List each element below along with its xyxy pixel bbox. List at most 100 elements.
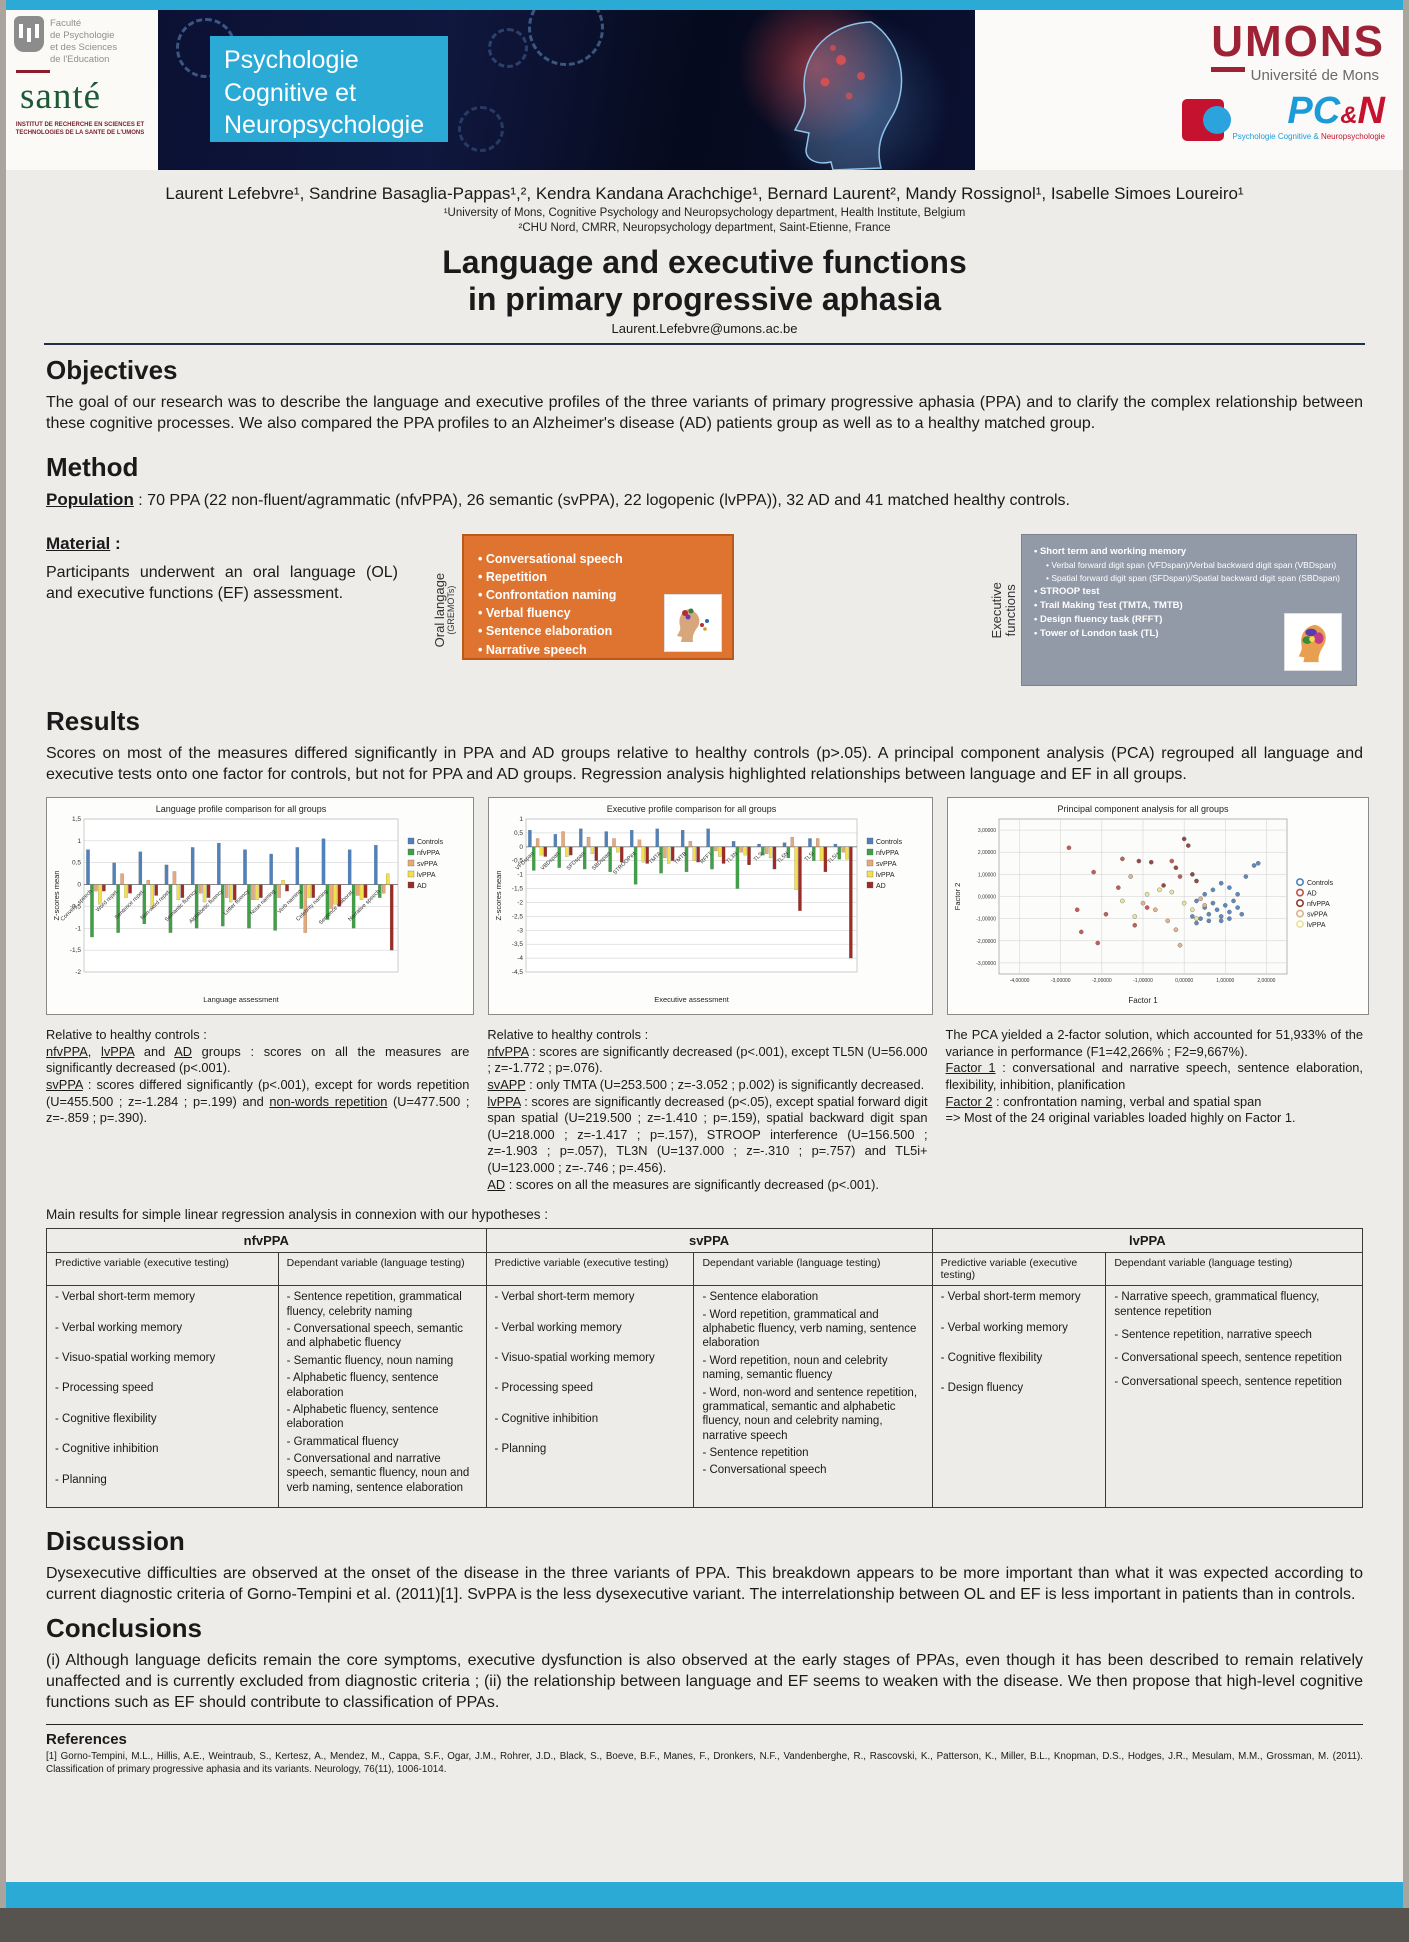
executive-item: STROOP test <box>1034 585 1346 599</box>
dependant-item: - Alphabetic fluency, sentence elaborati… <box>286 1403 439 1431</box>
table-subheader: Dependant variable (language testing) <box>1105 1252 1363 1287</box>
brain-image <box>721 10 971 170</box>
gear-icon <box>458 106 504 152</box>
svg-text:0: 0 <box>519 844 523 851</box>
executive-item: Spatial forward digit span (SFDspan)/Spa… <box>1034 572 1346 585</box>
predictive-item: - Visuo-spatial working memory <box>55 1352 216 1365</box>
svg-text:2,00000: 2,00000 <box>978 850 996 856</box>
svg-text:1: 1 <box>77 838 81 845</box>
header-banner-image: Psychologie Cognitive et Neuropsychologi… <box>158 10 975 170</box>
predictive-item: - Design fluency <box>940 1382 1024 1395</box>
dependant-item: - Semantic fluency, noun naming <box>286 1354 454 1367</box>
svg-text:nfvPPA: nfvPPA <box>876 850 899 857</box>
svg-text:0: 0 <box>77 882 81 889</box>
material-text: Participants underwent an oral language … <box>46 563 398 602</box>
predictive-item: - Planning <box>55 1473 107 1486</box>
wall-shadow <box>0 1908 1409 1942</box>
predictive-item: - Cognitive inhibition <box>55 1443 159 1456</box>
dependant-item: - Word, non-word and sentence repetition… <box>702 1386 918 1442</box>
objectives-text: The goal of our research was to describe… <box>46 394 1363 433</box>
dependant-item: - Conversational speech, sentence repeti… <box>1114 1352 1342 1365</box>
svg-text:-2,00000: -2,00000 <box>1092 978 1112 984</box>
affiliation-2: ²CHU Nord, CMRR, Neuropsychology departm… <box>518 222 891 234</box>
svg-text:svPPA: svPPA <box>876 861 897 868</box>
faculty-line: de Psychologie <box>50 29 115 41</box>
lvppa-predictive-cell: - Verbal short-term memory - Verbal worki… <box>931 1285 1107 1508</box>
umons-rest: MONS <box>1245 17 1385 66</box>
population-label: Population <box>46 490 134 510</box>
umons-u: U <box>1211 17 1245 72</box>
umons-pcn-logo-block: UMONS Université de Mons PC&N Psychologi… <box>975 10 1403 170</box>
svg-text:lvPPA: lvPPA <box>417 872 436 879</box>
executive-item: Verbal forward digit span (VFDspan)/Verb… <box>1034 559 1346 572</box>
predictive-item: - Cognitive inhibition <box>494 1412 599 1425</box>
faculty-line: Faculté <box>50 18 82 29</box>
svg-text:svPPA: svPPA <box>417 861 438 868</box>
section-divider <box>44 343 1365 346</box>
svg-text:Language assessment: Language assessment <box>203 995 279 1004</box>
regression-table: nfvPPA svPPA lvPPA Predictive variable (… <box>46 1228 1364 1508</box>
executive-profile-chart-panel: -4,5 -4 -3,5 -3 -2,5 -2 -1,5 -1 -0,5 0 0,5 1 VFDspan… <box>488 797 933 1016</box>
umons-logo: UMONS <box>975 17 1385 72</box>
head-profile-illustration <box>793 21 903 170</box>
table-subheader: Predictive variable (executive testing) <box>485 1252 695 1287</box>
pcn-brain-icon <box>1182 99 1232 141</box>
faculty-shield-icon <box>14 16 44 52</box>
predictive-item: - Visuo-spatial working memory <box>494 1352 655 1365</box>
dependant-item: - Sentence repetition, grammatical fluen… <box>286 1291 462 1318</box>
svg-text:-2: -2 <box>517 900 523 907</box>
material-label: Material <box>46 533 111 553</box>
references-divider <box>46 1723 1363 1725</box>
table-subheader: Dependant variable (language testing) <box>693 1252 933 1287</box>
dependant-item: - Sentence elaboration <box>702 1291 819 1304</box>
predictive-item: - Verbal working memory <box>494 1321 622 1334</box>
regression-intro: Main results for simple linear regressio… <box>46 1207 548 1223</box>
svg-text:Executive assessment: Executive assessment <box>654 995 730 1004</box>
predictive-item: - Verbal short-term memory <box>494 1291 635 1304</box>
title-line-1: Language and executive functions <box>442 244 967 280</box>
faculty-name: Faculté de Psychologie et des Sciences d… <box>50 16 117 66</box>
svg-text:1,5: 1,5 <box>72 816 81 823</box>
speaking-head-icon <box>664 593 722 652</box>
contact-email: Laurent.Lefebvre@umons.ac.be <box>611 321 798 337</box>
svg-text:TL3i: TL3i <box>753 851 765 863</box>
dependant-item: - Conversational and narrative speech, s… <box>286 1453 470 1494</box>
svg-text:Principal component analysis f: Principal component analysis for all gro… <box>1057 804 1229 814</box>
dependant-item: - Narrative speech, grammatical fluency,… <box>1114 1291 1320 1318</box>
department-line: Cognitive et <box>224 78 357 107</box>
executive-functions-box: Short term and working memoryVerbal forw… <box>1021 533 1357 686</box>
table-group-nfvppa: nfvPPA <box>46 1228 487 1254</box>
oral-language-item: Repetition <box>478 568 722 586</box>
predictive-item: - Processing speed <box>55 1382 154 1395</box>
table-subheader: Predictive variable (executive testing) <box>931 1252 1107 1287</box>
pcn-pc: PC <box>1287 90 1341 132</box>
svg-text:-1: -1 <box>75 925 81 932</box>
svg-text:-3,00000: -3,00000 <box>1051 978 1071 984</box>
svg-text:Z-scores mean: Z-scores mean <box>494 871 503 921</box>
svg-text:-0,5: -0,5 <box>70 904 82 911</box>
oral-language-side-label: Oral langage (GREMOTs) <box>431 572 457 648</box>
svg-text:-3: -3 <box>517 927 523 934</box>
dependant-item: - Sentence repetition, narrative speech <box>1114 1329 1312 1342</box>
title-line-2: in primary progressive aphasia <box>467 281 942 318</box>
svg-text:nfvPPA: nfvPPA <box>417 850 440 857</box>
references-text: [1] Gorno-Tempini, M.L., Hillis, A.E., W… <box>46 1750 1363 1775</box>
lvppa-dependant-cell: - Narrative speech, grammatical fluency,… <box>1105 1285 1363 1508</box>
chart-notes-row: Relative to healthy controls : nfvPPA, l… <box>46 1027 1363 1193</box>
pca-scatter-chart: -4,00000 -3,00000 -2,00000 -1,00000 0,00000 1… <box>953 804 1334 1005</box>
faculty-line: de l'Education <box>50 53 110 65</box>
method-heading: Method <box>46 452 139 483</box>
oral-language-item: Narrative speech <box>478 641 722 659</box>
gear-icon <box>528 10 604 66</box>
svg-text:1: 1 <box>519 816 523 823</box>
svg-text:-4,00000: -4,00000 <box>1010 978 1030 984</box>
table-subheader: Predictive variable (executive testing) <box>46 1252 279 1287</box>
conclusions-heading: Conclusions <box>46 1613 203 1644</box>
svg-text:Controls: Controls <box>876 839 903 846</box>
poster-header: Faculté de Psychologie et des Sciences d… <box>6 10 1403 170</box>
svg-text:Controls: Controls <box>1307 880 1334 887</box>
faculty-line: et des Sciences <box>50 41 118 53</box>
oral-language-item: Conversational speech <box>478 550 722 568</box>
pca-results-note: The PCA yielded a 2-factor solution, whi… <box>945 1027 1363 1126</box>
